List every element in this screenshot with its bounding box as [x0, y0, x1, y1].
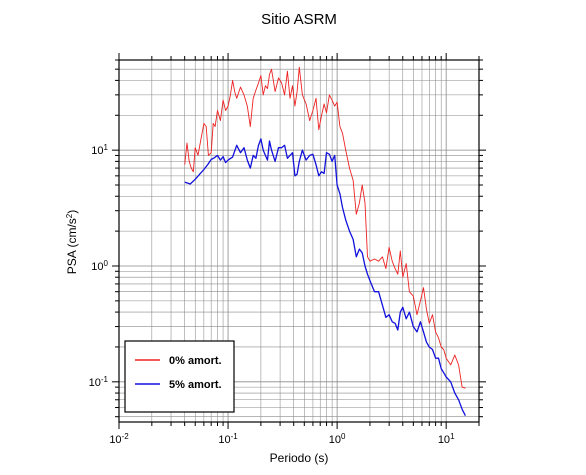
series-line-5pct — [184, 138, 466, 416]
y-axis-label: PSA (cm/s2) — [65, 210, 80, 274]
x-tick-label: 10-2 — [109, 432, 129, 447]
y-tick-label: 100 — [91, 258, 108, 273]
series-layer — [184, 66, 466, 416]
y-axis-label-superscript: 2 — [65, 213, 74, 218]
y-axis-label-base: PSA (cm/s — [65, 218, 79, 274]
y-axis-label-close: ) — [65, 210, 79, 214]
legend-label-0pct: 0% amort. — [169, 355, 222, 367]
chart-title: Sitio ASRM — [261, 11, 337, 28]
legend-box — [124, 340, 235, 413]
y-tick-label: 10-1 — [89, 374, 109, 389]
x-axis-label: Periodo (s) — [270, 451, 329, 465]
y-axis-ticks: 10-1 100 101 — [89, 59, 486, 418]
plot-frame — [118, 59, 480, 423]
series-line-0pct — [184, 66, 466, 389]
x-tick-label: 100 — [329, 432, 346, 447]
legend: 0% amort. 5% amort. — [124, 340, 235, 413]
legend-label-5pct: 5% amort. — [169, 379, 222, 391]
x-tick-label: 10-1 — [218, 432, 238, 447]
x-tick-label: 101 — [438, 432, 455, 447]
grid — [118, 59, 480, 422]
y-tick-label: 101 — [91, 143, 108, 158]
x-axis-ticks: 10-2 10-1 100 101 — [109, 53, 480, 447]
